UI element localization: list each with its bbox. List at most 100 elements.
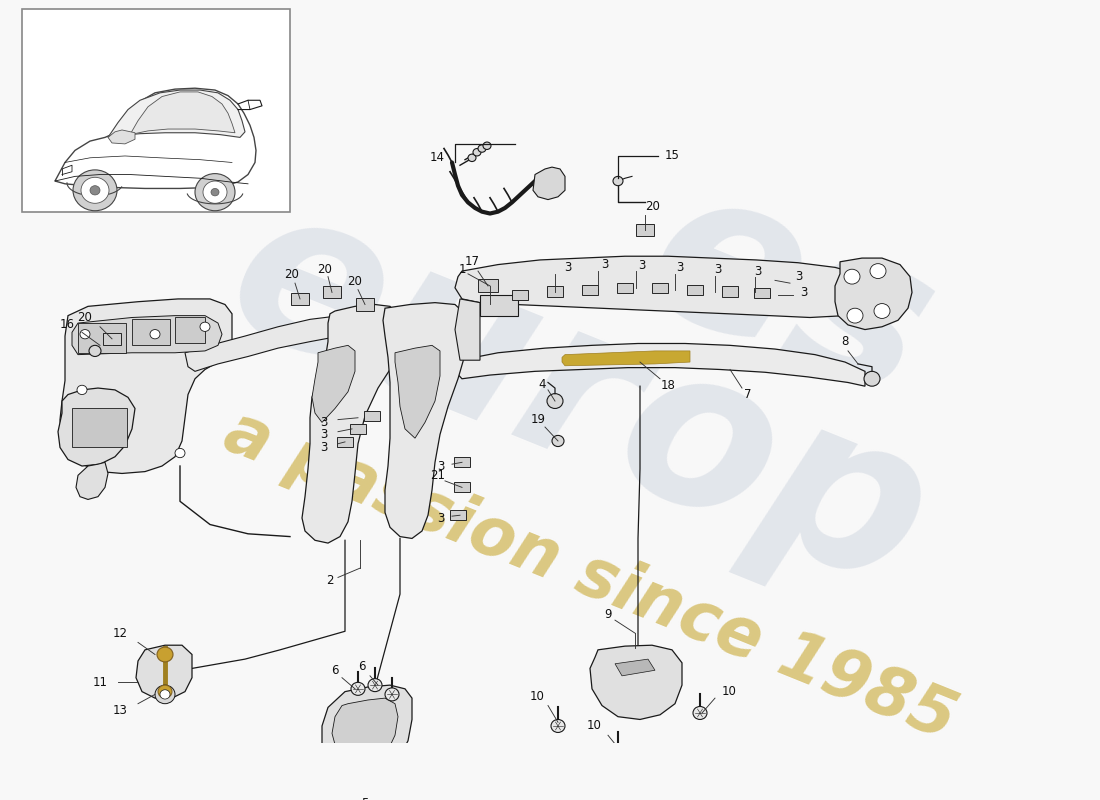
- Text: 3: 3: [320, 428, 328, 441]
- Circle shape: [483, 142, 491, 150]
- Bar: [450, 510, 466, 520]
- Circle shape: [368, 678, 382, 692]
- Circle shape: [473, 149, 481, 156]
- Bar: [78, 323, 126, 353]
- Polygon shape: [76, 462, 108, 499]
- Text: 20: 20: [318, 262, 332, 276]
- Circle shape: [158, 685, 172, 698]
- Bar: [337, 437, 353, 447]
- Bar: [652, 282, 668, 293]
- Polygon shape: [322, 685, 412, 778]
- Text: 3: 3: [602, 258, 608, 271]
- Circle shape: [552, 435, 564, 446]
- Text: 21: 21: [430, 469, 446, 482]
- Bar: [512, 290, 528, 300]
- Polygon shape: [383, 302, 468, 538]
- Bar: [454, 458, 470, 467]
- Polygon shape: [395, 346, 440, 438]
- Bar: [636, 224, 654, 236]
- Bar: [175, 318, 205, 343]
- Bar: [478, 279, 498, 293]
- Text: 20: 20: [77, 311, 92, 324]
- Bar: [132, 319, 170, 346]
- Polygon shape: [302, 305, 400, 543]
- Polygon shape: [55, 88, 256, 189]
- Circle shape: [870, 264, 886, 278]
- Bar: [22, 10, 290, 212]
- Polygon shape: [455, 343, 865, 386]
- Polygon shape: [534, 167, 565, 199]
- Circle shape: [551, 719, 565, 733]
- Circle shape: [204, 181, 227, 203]
- Circle shape: [160, 690, 170, 699]
- Text: 1: 1: [459, 262, 465, 276]
- Circle shape: [73, 170, 117, 210]
- Circle shape: [155, 685, 175, 704]
- Bar: [582, 285, 598, 294]
- Text: 20: 20: [645, 199, 660, 213]
- Text: 3: 3: [438, 461, 446, 474]
- Text: 10: 10: [587, 719, 602, 733]
- Bar: [688, 285, 703, 294]
- Circle shape: [478, 145, 486, 152]
- Text: 14: 14: [430, 151, 446, 164]
- Circle shape: [80, 330, 90, 339]
- Circle shape: [81, 178, 109, 203]
- Circle shape: [874, 303, 890, 318]
- Text: 3: 3: [564, 261, 572, 274]
- Text: 15: 15: [666, 150, 680, 162]
- Circle shape: [844, 270, 860, 284]
- Polygon shape: [835, 258, 912, 330]
- Text: 20: 20: [348, 274, 362, 288]
- Bar: [292, 293, 309, 305]
- Bar: [480, 295, 518, 316]
- Polygon shape: [108, 130, 135, 144]
- Text: 3: 3: [795, 270, 802, 283]
- Text: 20: 20: [285, 268, 299, 282]
- Text: 16: 16: [60, 318, 75, 331]
- Circle shape: [385, 688, 399, 701]
- Circle shape: [610, 744, 625, 757]
- Text: 3: 3: [800, 286, 807, 299]
- Text: 3: 3: [755, 265, 761, 278]
- Polygon shape: [130, 92, 235, 134]
- Bar: [617, 282, 632, 293]
- Polygon shape: [72, 316, 222, 354]
- Text: 13: 13: [113, 704, 128, 717]
- Bar: [323, 286, 341, 298]
- Bar: [754, 288, 770, 298]
- Circle shape: [89, 346, 101, 357]
- Text: 19: 19: [530, 413, 546, 426]
- Polygon shape: [590, 646, 682, 719]
- Circle shape: [468, 154, 476, 162]
- Text: 11: 11: [94, 676, 108, 689]
- Text: 10: 10: [722, 685, 737, 698]
- Text: 8: 8: [842, 335, 849, 348]
- Circle shape: [547, 394, 563, 409]
- Text: 17: 17: [464, 255, 480, 268]
- Bar: [103, 333, 121, 345]
- Text: 18: 18: [661, 378, 675, 392]
- Text: a passion since 1985: a passion since 1985: [214, 398, 966, 753]
- Circle shape: [157, 647, 173, 662]
- Polygon shape: [332, 698, 398, 765]
- Text: 9: 9: [604, 608, 612, 621]
- Text: 10: 10: [530, 690, 544, 702]
- Polygon shape: [562, 351, 690, 366]
- Bar: [350, 424, 366, 434]
- Text: 2: 2: [327, 574, 333, 586]
- Polygon shape: [312, 346, 355, 422]
- Circle shape: [200, 322, 210, 331]
- Polygon shape: [136, 646, 192, 698]
- Polygon shape: [58, 388, 135, 466]
- Text: 3: 3: [320, 441, 328, 454]
- Circle shape: [693, 706, 707, 719]
- Text: 12: 12: [113, 626, 128, 640]
- Circle shape: [847, 308, 864, 323]
- Text: es: es: [618, 145, 961, 450]
- Polygon shape: [455, 256, 872, 318]
- Circle shape: [195, 174, 235, 210]
- Text: europ: europ: [201, 163, 959, 635]
- Polygon shape: [455, 299, 480, 360]
- Text: 6: 6: [331, 664, 339, 677]
